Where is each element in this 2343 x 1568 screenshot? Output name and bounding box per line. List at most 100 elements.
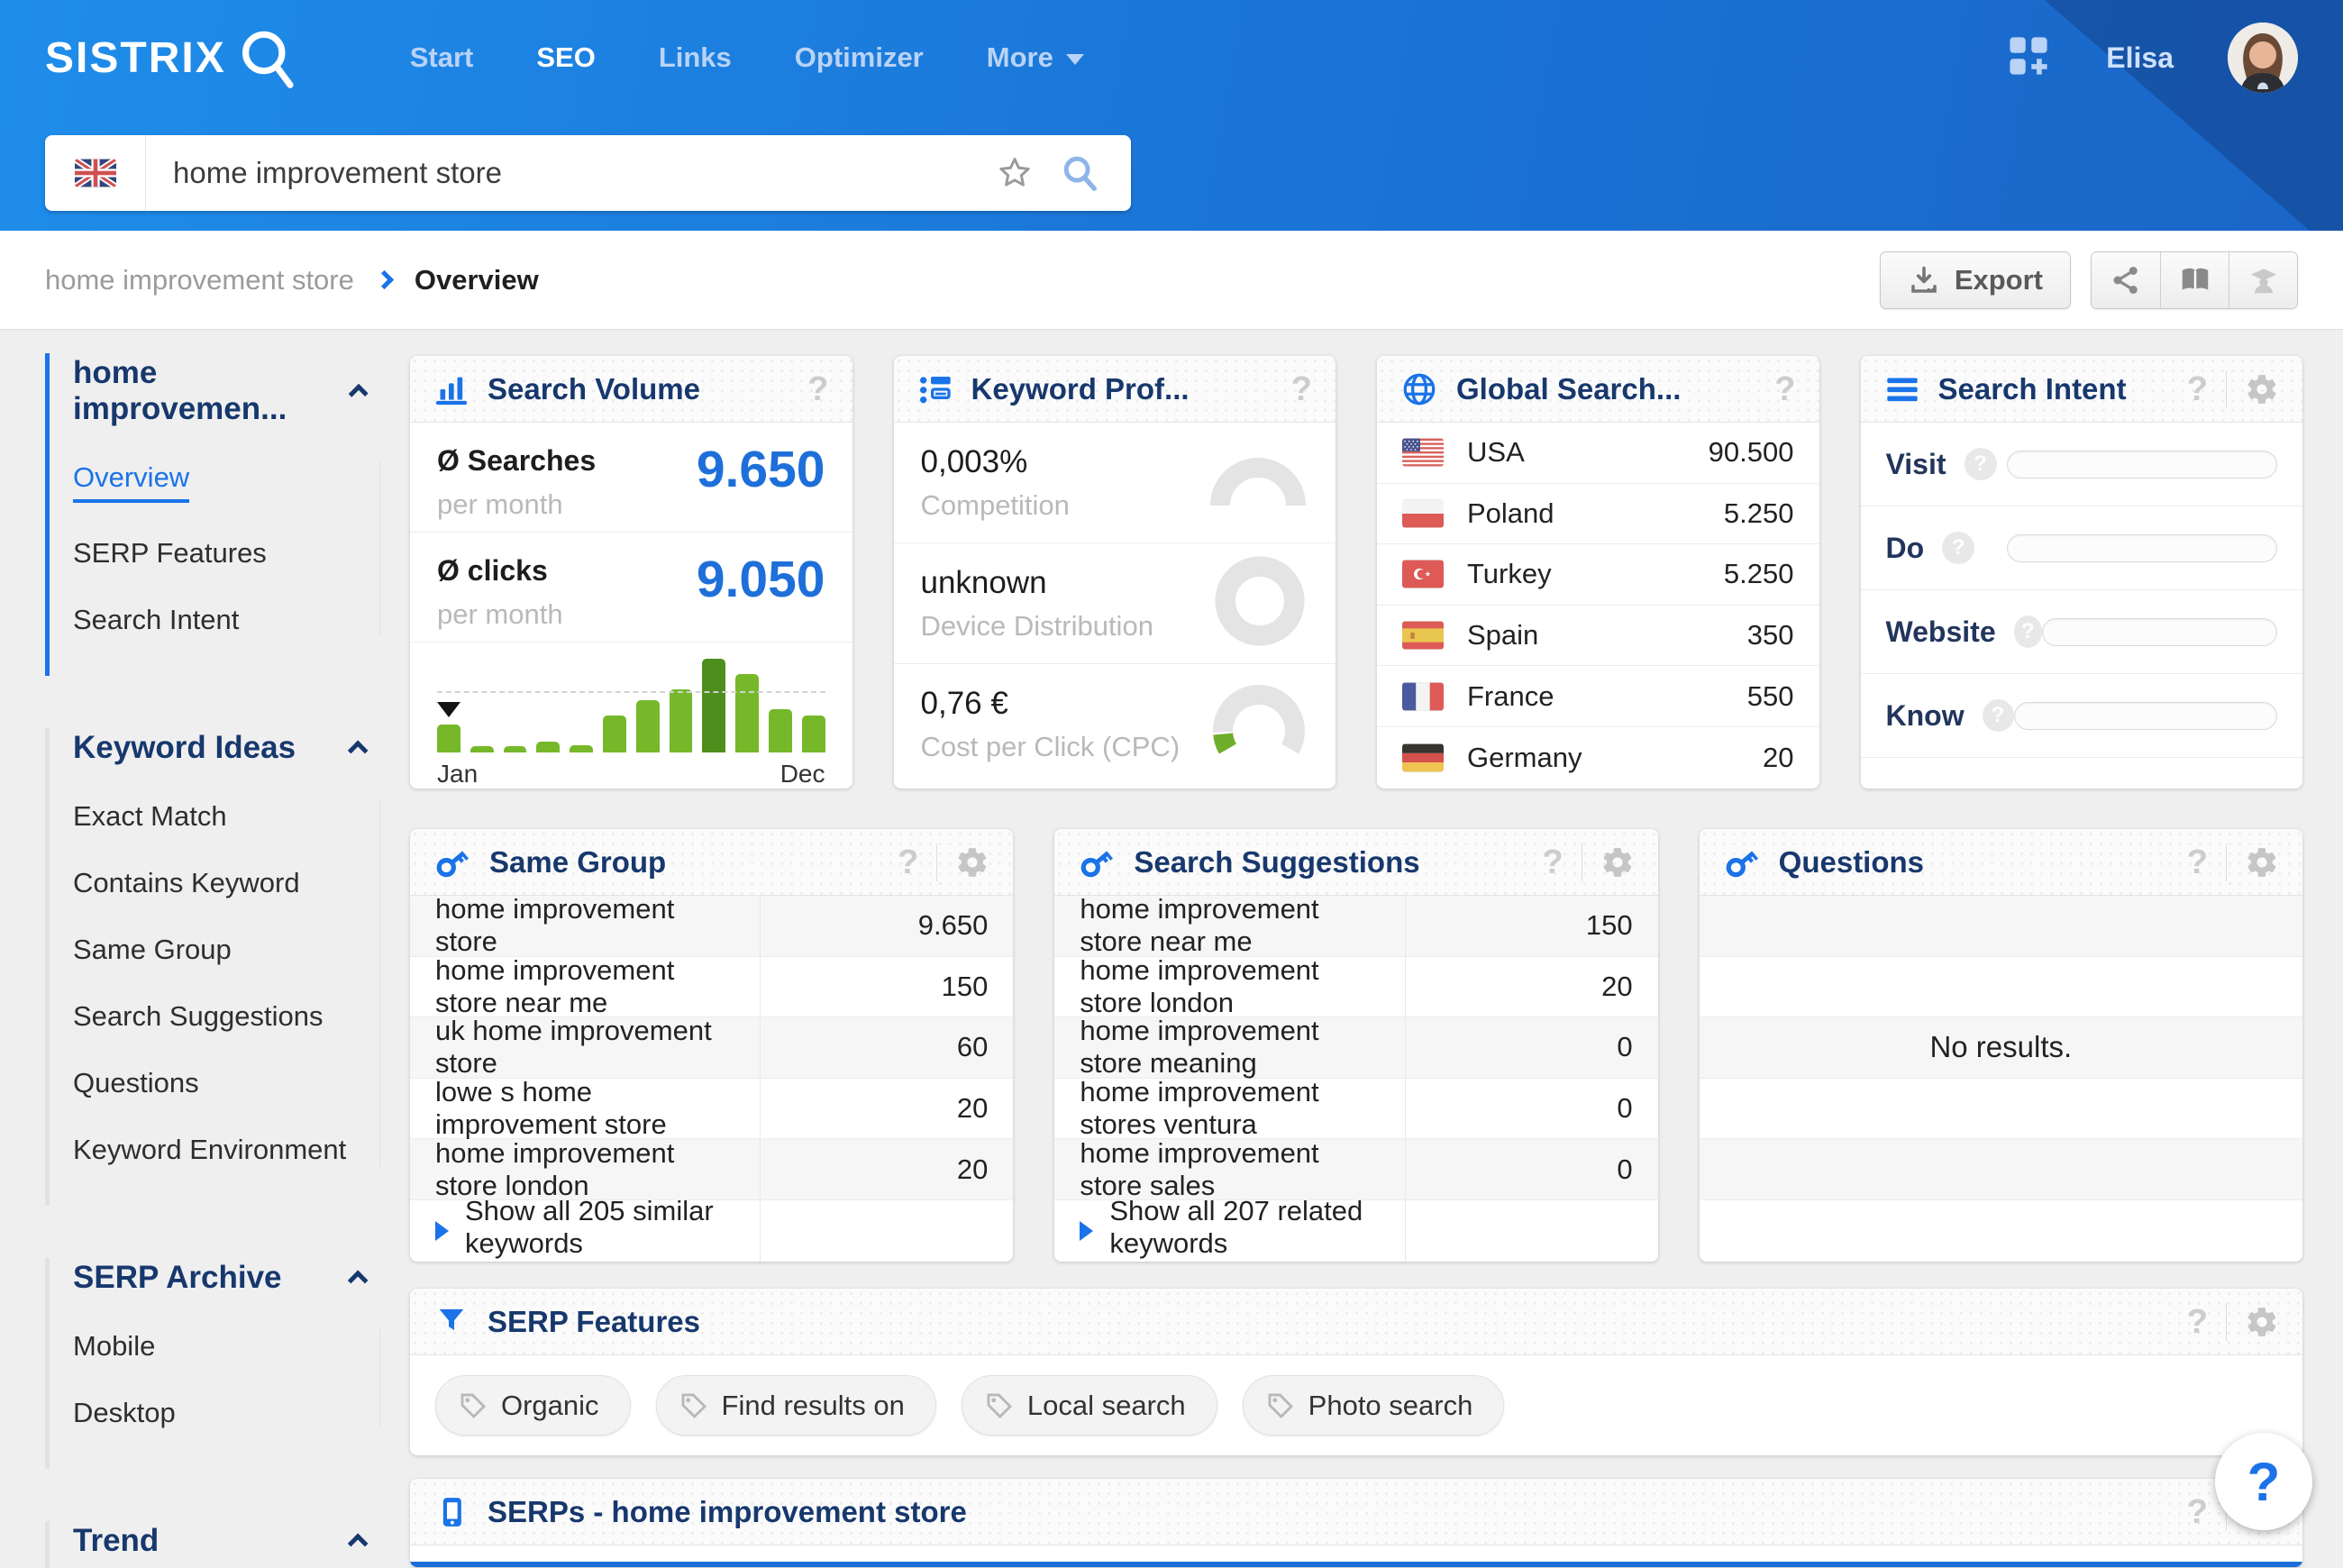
- gear-icon[interactable]: [2245, 845, 2279, 880]
- country-row-germany[interactable]: Germany 20: [1377, 727, 1819, 789]
- nav-item-more[interactable]: More: [987, 41, 1084, 74]
- breadcrumb-parent[interactable]: home improvement store: [45, 263, 354, 296]
- nav-item-links[interactable]: Links: [658, 41, 732, 73]
- academy-button[interactable]: [2229, 251, 2297, 308]
- keyword-link[interactable]: home improvement stores ventura: [1080, 1076, 1319, 1141]
- chart-bar-mar: [503, 659, 527, 752]
- top-nav: SISTRIX Start SEO Links Optimizer More E…: [0, 0, 2343, 115]
- sidebar-section-keyword-header[interactable]: home improvemen...: [73, 355, 380, 427]
- chip-photo-search[interactable]: Photo search: [1242, 1375, 1505, 1436]
- question-mark-icon: ?: [2247, 1451, 2281, 1512]
- country-row-france[interactable]: France 550: [1377, 666, 1819, 727]
- help-icon[interactable]: ?: [2186, 369, 2208, 408]
- gear-icon[interactable]: [955, 845, 989, 880]
- country-row-spain[interactable]: Spain 350: [1377, 606, 1819, 667]
- secondary-actions: [2091, 251, 2298, 309]
- star-icon[interactable]: [996, 154, 1034, 192]
- help-icon[interactable]: ?: [807, 369, 829, 408]
- gear-icon[interactable]: [1600, 845, 1635, 880]
- keyword-link[interactable]: home improvement store near me: [1080, 893, 1319, 958]
- help-badge-icon[interactable]: ?: [1942, 532, 1975, 564]
- nav-item-seo[interactable]: SEO: [536, 41, 596, 73]
- sidebar-section-keyword-ideas-header[interactable]: Keyword Ideas: [73, 730, 380, 766]
- sidebar-item-search-intent[interactable]: Search Intent: [73, 604, 240, 635]
- chip-find-results-on[interactable]: Find results on: [655, 1375, 936, 1436]
- tag-icon: [681, 1393, 707, 1418]
- page-actions: Export: [1879, 251, 2298, 309]
- keyword-link[interactable]: home improvement store london: [1080, 953, 1319, 1018]
- help-badge-icon[interactable]: ?: [1982, 699, 2014, 732]
- support-help-button[interactable]: ?: [2215, 1433, 2312, 1530]
- share-button[interactable]: [2092, 251, 2160, 308]
- keyword-link[interactable]: home improvement store sales: [1080, 1136, 1319, 1201]
- country-selector[interactable]: [45, 135, 146, 211]
- chevron-up-icon[interactable]: [347, 1270, 369, 1291]
- keyword-link[interactable]: uk home improvement store: [435, 1015, 712, 1080]
- show-all-link[interactable]: Show all 205 similar keywords: [410, 1195, 760, 1262]
- empty-state-row: No results.: [1699, 1017, 2302, 1079]
- search-submit-icon[interactable]: [1059, 152, 1100, 194]
- table-row: [1699, 957, 2302, 1018]
- sidebar-section-title: Keyword Ideas: [73, 730, 296, 765]
- help-badge-icon[interactable]: ?: [1964, 448, 1997, 480]
- keyword-link[interactable]: home improvement store london: [435, 1136, 675, 1201]
- card-title: Same Group: [489, 844, 667, 879]
- country-row-poland[interactable]: Poland 5.250: [1377, 484, 1819, 545]
- sidebar-item-serp-features[interactable]: SERP Features: [73, 537, 267, 569]
- chevron-up-icon[interactable]: [347, 740, 369, 761]
- chip-organic[interactable]: Organic: [435, 1375, 631, 1436]
- sidebar-item-exact-match[interactable]: Exact Match: [73, 800, 227, 832]
- sistrix-logo[interactable]: SISTRIX: [45, 18, 302, 98]
- help-icon[interactable]: ?: [2186, 1302, 2208, 1341]
- help-icon[interactable]: ?: [2186, 843, 2208, 881]
- card-title: Search Suggestions: [1134, 844, 1420, 879]
- export-button[interactable]: Export: [1879, 251, 2071, 309]
- main-nav: Start SEO Links Optimizer More: [410, 41, 1084, 74]
- show-all-row: Show all 207 related keywords: [1054, 1195, 1657, 1262]
- show-all-link[interactable]: Show all 207 related keywords: [1054, 1195, 1404, 1262]
- sidebar-section-trend-header[interactable]: Trend: [73, 1523, 380, 1559]
- country-row-usa[interactable]: USA 90.500: [1377, 423, 1819, 484]
- nav-item-optimizer[interactable]: Optimizer: [794, 41, 924, 73]
- sidebar-item-mobile[interactable]: Mobile: [73, 1330, 156, 1362]
- nav-item-start[interactable]: Start: [409, 41, 474, 73]
- table-row: [1700, 1200, 2302, 1262]
- sidebar-section-trend: Trend Ranking History SERPs Compare: [45, 1521, 380, 1568]
- sidebar-item-questions[interactable]: Questions: [73, 1067, 199, 1099]
- keyword-link[interactable]: home improvement store meaning: [1080, 1015, 1319, 1080]
- keyword-link[interactable]: lowe s home improvement store: [435, 1076, 667, 1141]
- flag-turkey-icon: [1402, 560, 1444, 588]
- help-badge-icon[interactable]: ?: [2013, 615, 2042, 648]
- gear-icon[interactable]: [2245, 1305, 2279, 1339]
- sidebar-item-search-suggestions[interactable]: Search Suggestions: [73, 1000, 324, 1032]
- help-icon[interactable]: ?: [1290, 369, 1312, 408]
- table-row: home improvement store london 20: [410, 1136, 1014, 1201]
- metric-value: 9.050: [696, 550, 825, 608]
- funnel-icon: [433, 1304, 470, 1340]
- sidebar-item-overview[interactable]: Overview: [73, 461, 370, 503]
- user-name[interactable]: Elisa: [2106, 41, 2174, 74]
- search-input[interactable]: [146, 156, 996, 190]
- sidebar-item-keyword-environment[interactable]: Keyword Environment: [73, 1134, 347, 1165]
- help-icon[interactable]: ?: [2186, 1492, 2208, 1531]
- sidebar-section-serp-archive-header[interactable]: SERP Archive: [73, 1260, 380, 1296]
- help-icon[interactable]: ?: [898, 843, 919, 881]
- sidebar-item-desktop[interactable]: Desktop: [73, 1397, 176, 1428]
- gear-icon[interactable]: [2245, 372, 2279, 406]
- chevron-up-icon[interactable]: [347, 1533, 369, 1554]
- chip-local-search[interactable]: Local search: [961, 1375, 1217, 1436]
- metric-label: Device Distribution: [920, 609, 1153, 642]
- keyword-link[interactable]: home improvement store near me: [435, 953, 675, 1018]
- help-icon[interactable]: ?: [1542, 843, 1564, 881]
- keyword-link[interactable]: home improvement store: [435, 893, 675, 958]
- country-row-turkey[interactable]: Turkey 5.250: [1377, 544, 1819, 606]
- flag-poland-icon: [1402, 499, 1444, 528]
- mobile-phone-icon: [433, 1494, 470, 1530]
- flag-united-kingdom-icon: [74, 159, 116, 187]
- apps-grid-icon[interactable]: [2005, 32, 2052, 84]
- sidebar-item-contains-keyword[interactable]: Contains Keyword: [73, 867, 300, 898]
- help-icon[interactable]: ?: [1774, 369, 1796, 408]
- handbook-button[interactable]: [2160, 251, 2229, 308]
- avatar[interactable]: [2228, 23, 2298, 93]
- sidebar-item-same-group[interactable]: Same Group: [73, 934, 232, 965]
